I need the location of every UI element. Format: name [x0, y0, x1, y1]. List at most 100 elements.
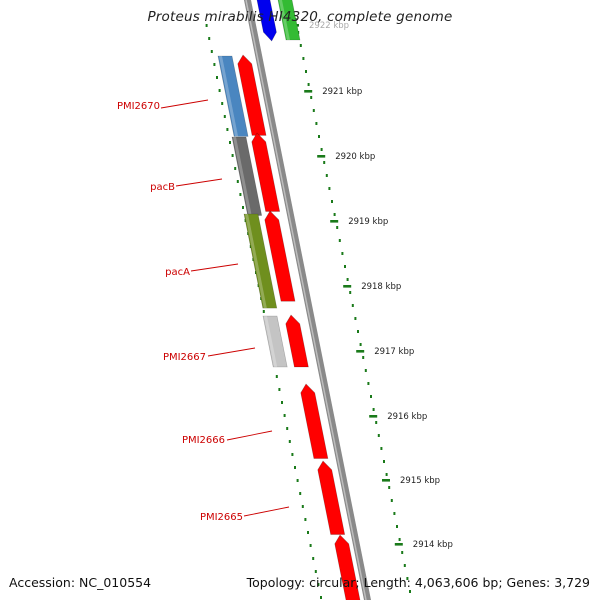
ruler-label: 2920 kbp — [335, 152, 375, 162]
genome-summary-text: Topology: circular; Length: 4,063,606 bp… — [246, 575, 590, 590]
cog-block-dark-shine — [233, 137, 252, 216]
ruler-dot — [338, 239, 341, 242]
inner-dot — [320, 596, 322, 599]
ruler-tick — [369, 415, 378, 418]
ruler-dot — [312, 109, 315, 112]
ruler-dot — [396, 525, 398, 528]
ruler-label: 2914 kbp — [413, 540, 453, 550]
gene-label-leader — [226, 430, 273, 441]
inner-dot — [291, 453, 294, 456]
ruler-dot — [341, 252, 344, 255]
cds-green-block — [277, 0, 301, 41]
ruler-dot — [320, 148, 323, 151]
ruler-label: 2915 kbp — [400, 476, 440, 486]
ruler-dot — [393, 512, 396, 515]
inner-dot — [208, 37, 211, 40]
ruler-tick — [317, 155, 326, 158]
inner-dot — [281, 401, 283, 404]
ruler-dot — [362, 356, 365, 359]
ruler-dot — [388, 486, 391, 489]
backbone-layer — [244, 0, 371, 600]
ruler-dot — [318, 135, 320, 138]
map-title: Proteus mirabilis HI4320, complete genom… — [147, 9, 453, 25]
ruler-dot — [346, 278, 349, 281]
ruler-dot — [302, 57, 305, 60]
ruler-dot — [385, 473, 388, 476]
inner-dot — [218, 89, 221, 92]
gene-label: PMI2670 — [117, 101, 160, 112]
backbone-highlight — [245, 0, 367, 600]
gene-label-leader — [207, 347, 256, 357]
inner-dot — [236, 180, 239, 183]
inner-dot — [205, 24, 208, 27]
inner-dot — [210, 50, 213, 53]
ruler-tick — [356, 350, 365, 353]
cds-arrow — [317, 460, 346, 535]
label-layer: PMI2670 pacB pacA PMI2667 PMI2666 PMI2665 — [117, 99, 290, 523]
cog-block-olive-shine — [245, 214, 267, 309]
ruler-dot — [372, 408, 375, 411]
ruler-dot — [377, 434, 380, 437]
ruler-dot — [325, 174, 328, 177]
ruler-dot — [305, 70, 307, 73]
cds-arrow — [285, 314, 309, 368]
feature-layer — [217, 0, 361, 600]
cog-block-gray-shine — [264, 316, 278, 367]
inner-dot — [312, 557, 315, 560]
cds-arrow — [251, 132, 281, 212]
ruler-tick — [343, 285, 352, 288]
inner-dot — [262, 310, 265, 313]
inner-dot — [234, 167, 237, 170]
ruler-dot — [344, 265, 346, 268]
inner-dot — [317, 583, 320, 586]
inner-dot — [213, 63, 216, 66]
cds-arrow — [300, 383, 329, 459]
ruler-label: 2922 kbp — [309, 21, 349, 31]
cog-block-olive — [243, 213, 278, 309]
ruler-label: 2921 kbp — [322, 87, 362, 97]
ruler-dot — [333, 213, 336, 216]
ruler-tick — [304, 90, 313, 93]
inner-dot — [301, 505, 304, 508]
ruler-dot — [359, 343, 362, 346]
gene-label-leader — [160, 99, 209, 109]
ruler-dot — [299, 44, 302, 47]
ruler-dot — [390, 499, 393, 502]
inner-dot — [239, 193, 242, 196]
gene-label: PMI2666 — [182, 435, 225, 446]
ruler-dot — [398, 538, 401, 541]
ruler-dot — [307, 83, 310, 86]
cds-blue-arrow — [256, 0, 277, 42]
inner-dot — [296, 479, 299, 482]
ruler-tick — [382, 479, 390, 482]
ruler-dot — [380, 447, 383, 450]
gene-label-leader — [175, 178, 223, 187]
inner-dot — [223, 115, 226, 118]
gene-label: PMI2667 — [163, 352, 206, 363]
cds-green-block-shine — [279, 0, 291, 41]
ruler-dot — [349, 291, 352, 294]
inner-dot — [278, 388, 281, 391]
inner-dot — [275, 375, 278, 378]
inner-dot — [231, 154, 234, 157]
inner-dot — [314, 570, 317, 573]
cds-arrow — [334, 534, 361, 600]
ruler-dot — [336, 226, 339, 229]
inner-dot — [226, 128, 229, 131]
inner-dot — [294, 466, 296, 469]
ruler-dot — [367, 382, 370, 385]
inner-dot — [309, 544, 312, 547]
ruler-dot — [357, 330, 359, 333]
ruler-dot — [364, 369, 367, 372]
ruler-dot — [323, 161, 326, 164]
inner-dot — [216, 76, 218, 79]
ruler-tick — [394, 543, 403, 546]
ruler-label: 2917 kbp — [374, 347, 414, 357]
cog-block-blue-shine — [219, 56, 239, 137]
gene-label: PMI2665 — [200, 512, 243, 523]
ruler-dot — [375, 421, 378, 424]
ruler-dot — [409, 590, 411, 593]
ruler-dot — [331, 200, 333, 203]
inner-dot — [288, 440, 291, 443]
